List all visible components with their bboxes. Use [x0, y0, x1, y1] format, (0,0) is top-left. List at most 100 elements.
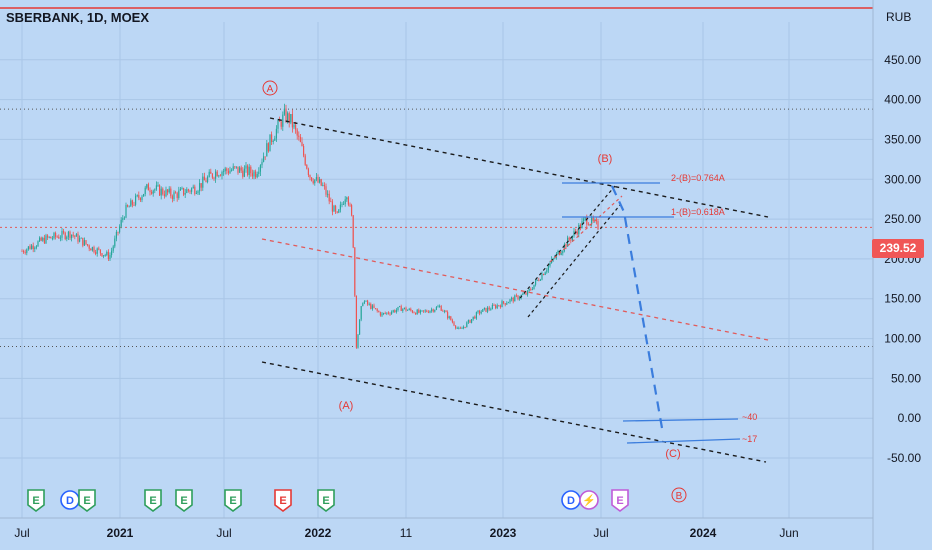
y-tick-label: 450.00	[884, 53, 921, 67]
event-markers[interactable]: E D E E E E E E D ⚡ E	[27, 489, 629, 512]
candle-body	[165, 189, 167, 197]
candle-body	[595, 220, 597, 222]
y-tick-label: 250.00	[884, 212, 921, 226]
candle-body	[183, 187, 185, 195]
candle-body	[456, 327, 458, 329]
candle-body	[144, 187, 146, 195]
event-marker-earnings[interactable]: E	[27, 489, 45, 512]
candle-body	[383, 313, 385, 314]
event-marker-label: D	[66, 495, 74, 507]
event-marker-earnings[interactable]: E	[144, 489, 162, 512]
target-label: ~17	[742, 434, 757, 444]
candle-body	[95, 252, 97, 254]
wave-label-A: A	[267, 84, 274, 95]
candle-body	[66, 236, 68, 239]
event-marker-earnings[interactable]: E	[175, 489, 193, 512]
candle-body	[562, 250, 564, 254]
candle-body	[362, 303, 364, 307]
candle-body	[218, 175, 220, 177]
candle-body	[301, 142, 303, 146]
candle-body	[59, 237, 61, 239]
candle-body	[538, 279, 540, 281]
candle-body	[39, 237, 41, 242]
candle-body	[349, 204, 351, 206]
candle-body	[384, 313, 386, 314]
candle-body	[307, 168, 309, 175]
wave-channel-mid	[549, 195, 623, 263]
event-marker-earnings[interactable]: E	[224, 489, 242, 512]
event-marker-label: E	[229, 495, 236, 507]
event-marker-earnings[interactable]: E	[78, 489, 96, 512]
candle-body	[181, 187, 183, 189]
candle-body	[115, 231, 117, 239]
candle-body	[352, 215, 354, 248]
event-marker-earnings[interactable]: E	[317, 489, 335, 512]
candle-body	[23, 251, 25, 253]
candle-body	[488, 307, 490, 310]
y-tick-label: 0.00	[898, 411, 922, 425]
candle-body	[391, 311, 393, 315]
candle-body	[496, 305, 498, 309]
candle-body	[87, 244, 89, 246]
candle-body	[96, 248, 98, 254]
candle-body	[549, 263, 551, 266]
candle-body	[299, 136, 301, 143]
candle-body	[104, 254, 106, 256]
candle-body	[27, 246, 29, 250]
event-marker-dividend[interactable]: D	[60, 490, 80, 510]
event-marker-dividend[interactable]: D	[561, 490, 581, 510]
candle-body	[368, 303, 370, 305]
earnings-icon	[317, 489, 335, 512]
candle-body	[408, 308, 410, 310]
candle-body	[379, 312, 381, 316]
candle-body	[221, 171, 223, 176]
candle-body	[250, 166, 252, 174]
event-marker-earnings[interactable]: E	[611, 489, 629, 512]
candle-body	[323, 185, 325, 187]
candle-body	[451, 320, 453, 323]
candle-body	[91, 247, 93, 251]
candle-body	[237, 166, 239, 173]
candle-body	[434, 309, 436, 312]
candle-body	[395, 310, 397, 313]
candle-body	[435, 307, 437, 310]
wave-label-B-circle	[671, 487, 687, 503]
earnings-icon	[611, 489, 629, 512]
wave-label-A-circle	[262, 80, 278, 96]
candle-body	[219, 175, 221, 177]
wave-label-B-paren: (B)	[598, 153, 613, 165]
candle-body	[227, 170, 229, 174]
drawings[interactable]	[261, 117, 769, 463]
candle-body	[141, 196, 143, 201]
wave-label-B: B	[676, 491, 683, 502]
candle-body	[439, 306, 441, 307]
candle-body	[427, 311, 429, 313]
candle-body	[274, 138, 276, 141]
candle-body	[40, 237, 42, 241]
candle-body	[21, 250, 23, 252]
candle-body	[487, 307, 489, 312]
candle-body	[146, 184, 148, 188]
candle-body	[400, 306, 402, 311]
y-tick-label: 50.00	[891, 371, 921, 385]
candle-body	[253, 171, 255, 177]
candle-body	[187, 189, 189, 191]
candle-body	[229, 170, 231, 174]
candle-body	[31, 245, 33, 250]
event-marker-split[interactable]: ⚡	[579, 490, 599, 510]
candle-body	[290, 114, 292, 123]
candle-body	[48, 236, 50, 238]
candle-body	[319, 179, 321, 183]
candle-body	[504, 303, 506, 305]
candle-body	[167, 189, 169, 193]
candle-body	[586, 217, 588, 225]
candle-body	[151, 192, 153, 194]
candle-body	[179, 188, 181, 191]
candle-body	[535, 280, 537, 285]
candle-body	[83, 240, 85, 246]
candle-body	[255, 171, 257, 178]
grid	[0, 7, 873, 518]
event-marker-earnings[interactable]: E	[274, 489, 292, 512]
candle-body	[552, 258, 554, 260]
